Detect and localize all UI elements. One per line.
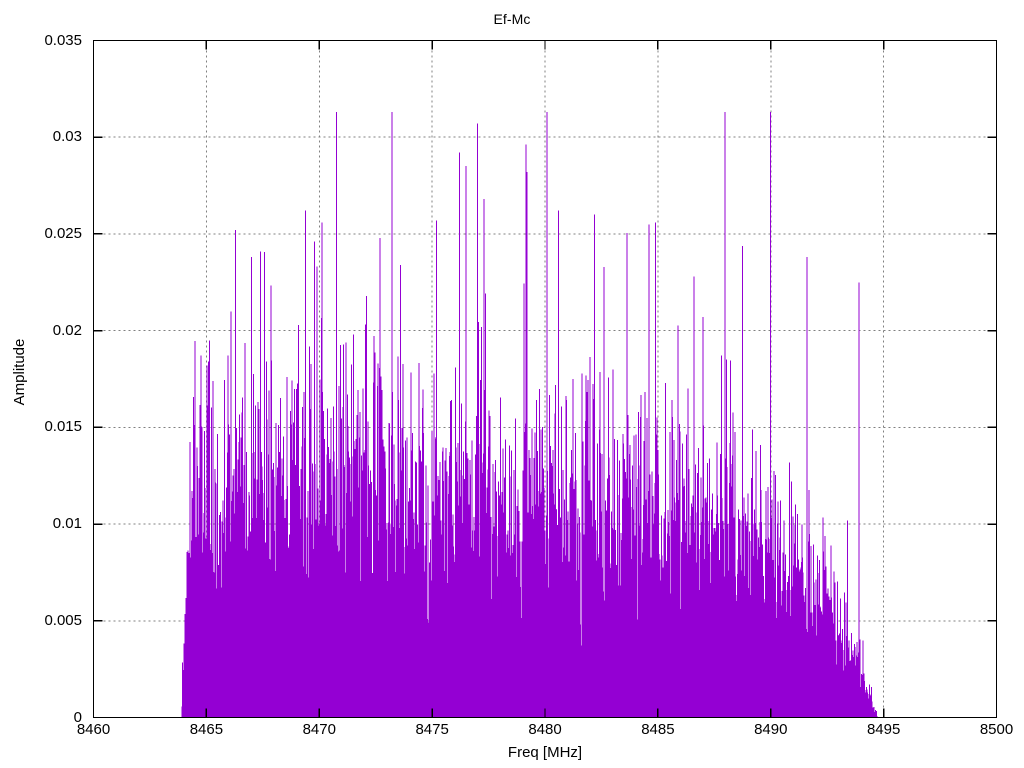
chart-title: Ef-Mc (493, 11, 531, 27)
x-tick-label: 8485 (641, 721, 675, 738)
x-tick-label: 8465 (189, 721, 224, 738)
y-tick-label: 0.01 (52, 515, 82, 533)
x-tick-label: 8470 (302, 721, 336, 738)
x-tick-label: 8500 (979, 721, 1014, 738)
axis-ticks (92, 39, 998, 719)
x-tick-label: 8480 (528, 721, 562, 738)
y-tick-label: 0.025 (44, 224, 82, 242)
y-tick-label: 0.015 (44, 418, 82, 436)
x-tick-label: 8460 (76, 721, 111, 738)
data-series-ef-mc (181, 111, 878, 718)
y-tick-label: 0.02 (52, 321, 82, 339)
y-tick-label: 0.035 (44, 31, 82, 49)
y-tick-label: 0.03 (52, 128, 82, 146)
x-tick-label: 8495 (866, 721, 901, 738)
x-axis-label: Freq [MHz] (507, 744, 583, 761)
x-tick-label: 8475 (415, 721, 449, 738)
y-tick-label: 0 (73, 708, 82, 726)
y-axis-label: Amplitude (11, 338, 28, 406)
x-tick-label: 8490 (754, 721, 788, 738)
y-tick-label: 0.005 (44, 611, 82, 629)
